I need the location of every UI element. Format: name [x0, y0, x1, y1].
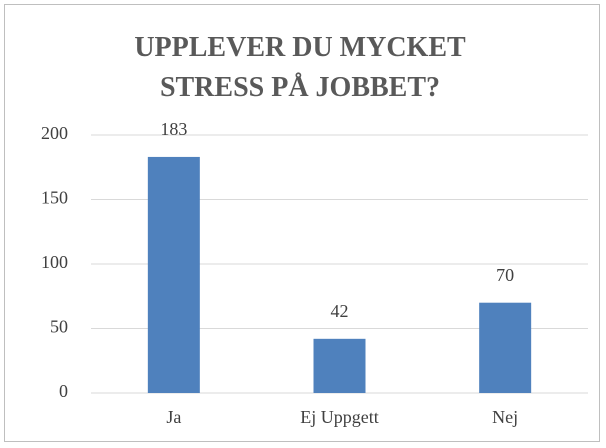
y-tick-label: 200 [41, 123, 68, 143]
x-tick-label: Ja [166, 407, 181, 427]
data-label: 42 [331, 301, 349, 321]
data-label: 183 [160, 119, 187, 139]
y-tick-label: 50 [50, 317, 68, 337]
y-tick-label: 100 [41, 252, 68, 272]
x-tick-label: Ej Uppgett [300, 407, 379, 427]
y-tick-label: 0 [59, 381, 68, 401]
y-tick-label: 150 [41, 188, 68, 208]
chart-border [4, 4, 600, 442]
chart-title: UPPLEVER DU MYCKET STRESS PÅ JOBBET? [134, 32, 466, 103]
bar [479, 302, 532, 393]
data-label: 70 [496, 265, 514, 285]
bar [147, 156, 200, 393]
bar [313, 338, 366, 393]
x-tick-label: Nej [492, 407, 518, 427]
